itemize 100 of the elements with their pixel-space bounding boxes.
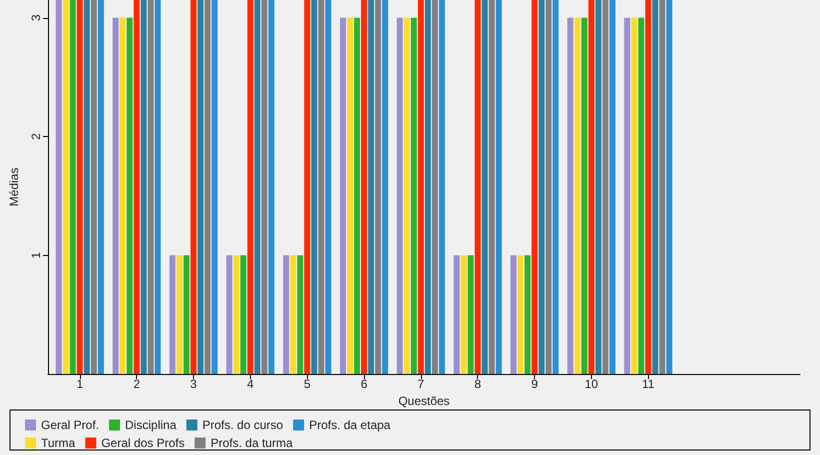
bar <box>538 0 545 374</box>
bar <box>595 0 602 374</box>
y-axis-title: Médias <box>7 168 21 206</box>
bar <box>126 18 133 374</box>
bar <box>212 0 218 374</box>
bar <box>304 0 310 374</box>
bar <box>247 0 254 374</box>
x-tick-label: 1 <box>76 377 84 391</box>
bar <box>609 0 616 374</box>
bar <box>240 255 246 374</box>
bar <box>120 18 126 374</box>
bar <box>602 0 608 374</box>
bar <box>354 18 360 374</box>
bar <box>254 0 260 374</box>
x-tick-label: 11 <box>642 377 655 391</box>
bar <box>659 0 666 374</box>
bar <box>375 0 382 374</box>
bar <box>283 255 290 374</box>
bar <box>183 255 190 374</box>
bar <box>318 0 324 374</box>
bar <box>496 0 502 374</box>
bar <box>290 255 296 374</box>
bar <box>226 255 232 374</box>
legend-label: Turma <box>41 436 76 450</box>
bar <box>474 0 481 374</box>
x-tick-label: 5 <box>304 377 311 391</box>
y-tick-label: 3 <box>29 14 43 22</box>
legend-label: Profs. da turma <box>210 436 293 450</box>
bar <box>460 255 467 374</box>
bar <box>552 0 559 374</box>
bar <box>454 255 460 374</box>
bar <box>297 255 304 374</box>
bar <box>404 18 410 374</box>
bar <box>361 0 368 374</box>
bar <box>204 0 211 374</box>
bar <box>84 0 90 374</box>
y-tick-label: 1 <box>29 252 43 259</box>
bar <box>468 255 474 374</box>
bar <box>588 0 594 374</box>
x-tick-label: 2 <box>133 377 140 391</box>
x-tick-label: 7 <box>418 377 425 391</box>
bar <box>190 0 197 374</box>
bar <box>134 0 140 374</box>
bar <box>424 0 431 374</box>
bar <box>524 255 531 374</box>
bar <box>62 0 69 374</box>
bar <box>631 18 638 374</box>
bar <box>90 0 97 374</box>
bar <box>488 0 495 374</box>
bar <box>518 255 524 374</box>
legend-label: Geral Prof. <box>41 418 100 432</box>
bar <box>261 0 268 374</box>
bar <box>140 0 147 374</box>
bar <box>76 0 83 374</box>
bar <box>148 0 154 374</box>
bar <box>546 0 552 374</box>
bar <box>268 0 274 374</box>
bar <box>438 0 445 374</box>
bar <box>418 0 424 374</box>
bar <box>169 255 176 374</box>
x-axis-title: Questões <box>398 394 450 408</box>
legend-label: Profs. da etapa <box>309 418 391 432</box>
bar <box>652 0 658 374</box>
bar <box>410 18 417 374</box>
x-tick-label: 4 <box>247 377 254 391</box>
bar <box>382 0 388 374</box>
bar <box>112 18 119 374</box>
bar <box>346 18 353 374</box>
bar <box>638 18 644 374</box>
bar <box>325 0 332 374</box>
bar <box>624 18 630 374</box>
bar <box>70 0 76 374</box>
bar <box>396 18 403 374</box>
bar <box>340 18 346 374</box>
y-tick-label: 2 <box>29 132 43 140</box>
bar <box>98 0 104 374</box>
legend-label: Disciplina <box>125 418 177 432</box>
x-tick-label: 3 <box>190 377 198 391</box>
bar <box>666 0 672 374</box>
bar <box>233 255 240 374</box>
bar <box>154 0 161 374</box>
x-tick-label: 6 <box>360 377 368 391</box>
bar <box>574 18 580 374</box>
bar <box>176 255 182 374</box>
bar <box>567 18 574 374</box>
bar <box>311 0 318 374</box>
x-tick-label: 10 <box>584 377 598 391</box>
x-tick-label: 9 <box>531 377 538 391</box>
legend-label: Geral dos Profs <box>101 436 185 450</box>
bar <box>56 0 62 374</box>
bar <box>581 18 588 374</box>
bar <box>532 0 538 374</box>
bar <box>368 0 374 374</box>
legend-label: Profs. do curso <box>202 418 284 432</box>
bar <box>198 0 204 374</box>
bar <box>482 0 488 374</box>
bar <box>510 255 516 374</box>
bar <box>432 0 438 374</box>
bar <box>645 0 652 374</box>
x-tick-label: 8 <box>474 377 482 391</box>
